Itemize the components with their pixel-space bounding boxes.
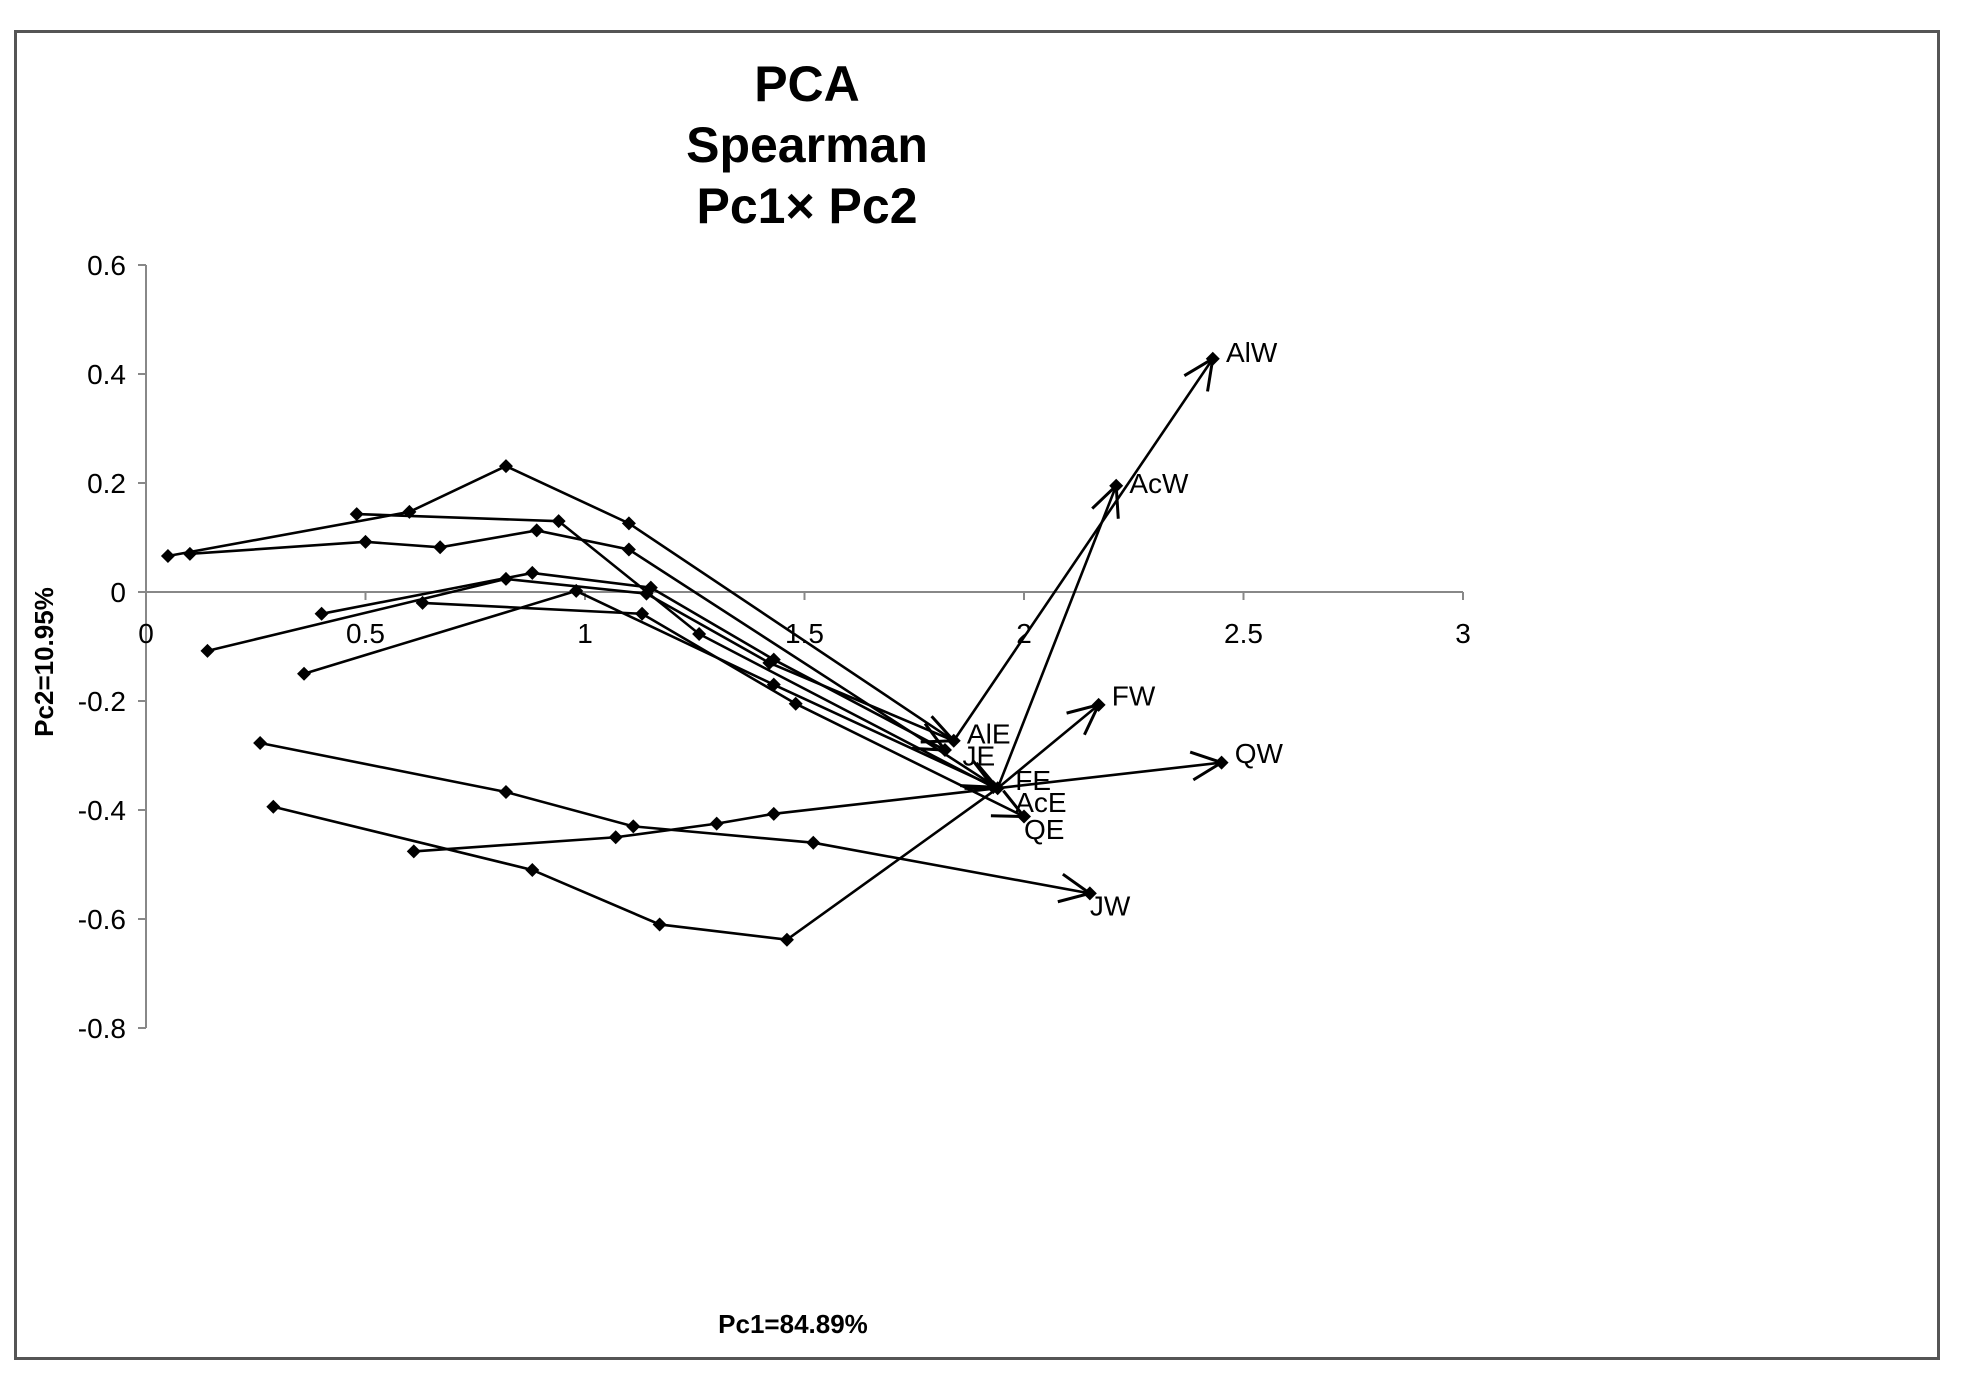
- series-arrow: [997, 750, 1226, 790]
- point-label-acw: AcW: [1129, 468, 1189, 499]
- data-point: [200, 643, 215, 658]
- data-point: [266, 799, 281, 814]
- y-axis-title: Pc2=10.95%: [29, 587, 59, 737]
- chart-frame: PCA Spearman Pc1× Pc2 0.6 0.4 0.2 0 -0.2 -0.4 -0…: [14, 30, 1940, 1360]
- data-point: [692, 626, 707, 641]
- x-tick-label: 3: [1455, 618, 1471, 649]
- point-label-ale: AlE: [967, 719, 1011, 750]
- data-point: [498, 571, 513, 586]
- data-point: [621, 542, 636, 557]
- data-point: [551, 514, 566, 529]
- y-tick-label: -0.2: [78, 686, 126, 717]
- series-arrow: [996, 482, 1120, 789]
- data-point: [529, 523, 544, 538]
- data-point: [433, 540, 448, 555]
- series-arrow: [813, 841, 1094, 904]
- point-label-fe: FE: [1015, 765, 1051, 796]
- x-tick-label: 1.5: [785, 618, 824, 649]
- point-label-je: JE: [963, 741, 996, 772]
- x-tick-label: 1: [577, 618, 593, 649]
- point-label-fw: FW: [1112, 681, 1156, 712]
- series-line: [259, 741, 814, 844]
- data-point: [415, 595, 430, 610]
- data-point: [986, 780, 1001, 795]
- point-label-jw: JW: [1090, 890, 1131, 921]
- data-point: [402, 504, 417, 519]
- y-tick-label: 0.4: [87, 359, 126, 390]
- data-point: [406, 844, 421, 859]
- data-point: [766, 652, 781, 667]
- x-axis-title: Pc1=84.89%: [718, 1309, 868, 1339]
- data-point: [937, 743, 952, 758]
- x-tick-label: 2.5: [1224, 618, 1263, 649]
- y-tick-label: 0.2: [87, 468, 126, 499]
- y-tick-label: -0.8: [78, 1013, 126, 1044]
- data-point: [806, 835, 821, 850]
- data-point: [525, 565, 540, 580]
- y-tick-label: -0.4: [78, 795, 126, 826]
- data-point: [297, 666, 312, 681]
- point-label-alw: AlW: [1226, 337, 1278, 368]
- data-point: [182, 546, 197, 561]
- data-point: [349, 507, 364, 522]
- data-point: [635, 606, 650, 621]
- point-label-qw: QW: [1235, 738, 1284, 769]
- series-line: [167, 464, 955, 742]
- data-point: [358, 534, 373, 549]
- x-tick-label: 0.5: [346, 618, 385, 649]
- series-line: [303, 589, 1001, 790]
- data-point: [779, 932, 794, 947]
- series-line: [422, 601, 1028, 819]
- data-point: [946, 733, 961, 748]
- data-point: [160, 549, 175, 564]
- point-label-ace: AcE: [1015, 787, 1066, 818]
- data-point: [766, 677, 781, 692]
- data-point: [314, 606, 329, 621]
- y-tick-label: -0.6: [78, 904, 126, 935]
- data-point: [525, 862, 540, 877]
- data-point: [652, 917, 667, 932]
- y-tick-label: 0.6: [87, 250, 126, 281]
- data-point: [1205, 351, 1220, 366]
- markers-layer: [160, 351, 1229, 947]
- series-line: [189, 529, 999, 790]
- chart-title-line: Spearman: [686, 117, 928, 173]
- data-point: [253, 735, 268, 750]
- chart-title-line: PCA: [754, 56, 860, 112]
- x-tick-label: 0: [138, 618, 154, 649]
- data-point: [608, 830, 623, 845]
- data-point: [626, 819, 641, 834]
- data-point: [766, 806, 781, 821]
- point-label-qe: QE: [1024, 814, 1064, 845]
- data-point: [643, 580, 658, 595]
- data-point: [498, 459, 513, 474]
- series-line: [413, 786, 998, 853]
- data-point: [1214, 755, 1229, 770]
- y-tick-label: 0: [110, 577, 126, 608]
- data-point: [709, 816, 724, 831]
- data-point: [569, 583, 584, 598]
- chart-title-line: Pc1× Pc2: [696, 178, 917, 234]
- data-point: [1082, 886, 1097, 901]
- series-line: [356, 512, 997, 789]
- axes: 0.60.40.20-0.2-0.4-0.6-0.80 0.5 1 1.5 2 2.5 3P…: [29, 250, 1471, 1339]
- data-point: [1017, 809, 1031, 824]
- series-arrow: [996, 702, 1102, 790]
- data-point: [1109, 478, 1124, 493]
- data-point: [498, 785, 513, 800]
- data-point: [1091, 697, 1106, 712]
- series-line: [273, 787, 999, 942]
- data-point: [788, 696, 803, 711]
- series-arrow: [952, 355, 1215, 742]
- data-point: [621, 516, 636, 531]
- series-layer: [167, 355, 1226, 942]
